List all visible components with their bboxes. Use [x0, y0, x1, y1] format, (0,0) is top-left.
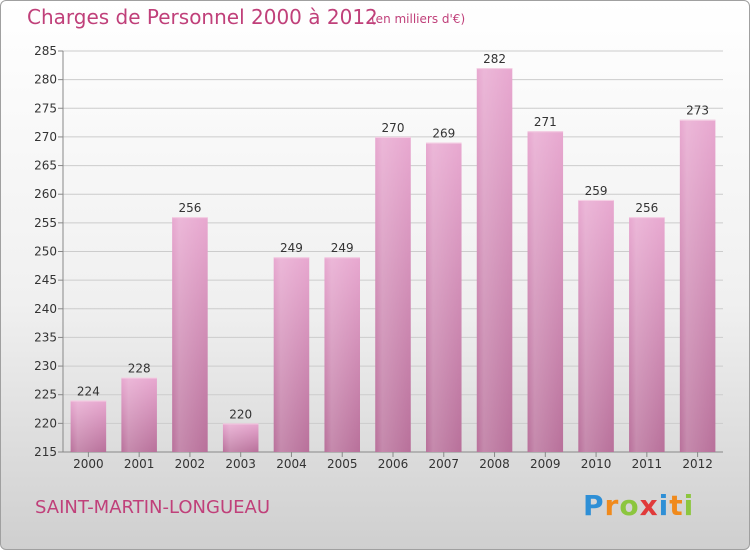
proxiti-logo: Proxiti [583, 489, 694, 522]
x-tick-label: 2011 [632, 457, 663, 471]
bar-value-label: 249 [331, 241, 354, 255]
y-tick-label: 275 [34, 101, 57, 115]
bar-highlight [629, 217, 665, 452]
y-tick-label: 225 [34, 388, 57, 402]
bar-highlight [324, 257, 360, 452]
logo-letter: r [604, 489, 620, 522]
x-tick-label: 2008 [479, 457, 510, 471]
x-tick-label: 2009 [530, 457, 561, 471]
logo-letter: t [669, 489, 684, 522]
x-tick-label: 2002 [175, 457, 206, 471]
y-tick-label: 230 [34, 359, 57, 373]
x-tick-label: 2000 [73, 457, 104, 471]
chart-subtitle: (en milliers d'€) [371, 12, 466, 26]
y-tick-label: 245 [34, 273, 57, 287]
x-tick-label: 2004 [276, 457, 307, 471]
y-tick-label: 215 [34, 445, 57, 459]
bar-value-label: 256 [178, 201, 201, 215]
bar-value-label: 270 [382, 121, 405, 135]
x-tick-label: 2006 [378, 457, 409, 471]
bar-value-label: 249 [280, 241, 303, 255]
bar-highlight [527, 131, 564, 452]
x-tick-label: 2007 [428, 457, 459, 471]
bar-value-label: 273 [686, 104, 709, 118]
bar-value-label: 220 [229, 407, 252, 421]
bar-highlight [476, 68, 513, 452]
y-tick-label: 240 [34, 302, 57, 316]
x-tick-label: 2003 [225, 457, 256, 471]
logo-letter: i [658, 489, 670, 522]
y-tick-label: 265 [34, 159, 57, 173]
logo-letter: i [683, 489, 695, 522]
y-tick-label: 235 [34, 330, 57, 344]
y-tick-label: 250 [34, 245, 57, 259]
bar-value-label: 224 [77, 384, 100, 398]
y-tick-label: 260 [34, 187, 57, 201]
logo-letter: o [619, 489, 640, 522]
bar-value-label: 259 [585, 184, 608, 198]
y-tick-label: 220 [34, 416, 57, 430]
bar-highlight [578, 199, 614, 452]
y-tick-label: 270 [34, 130, 57, 144]
bar-highlight [273, 257, 310, 452]
bar-value-label: 282 [483, 52, 506, 66]
y-tick-label: 280 [34, 73, 57, 87]
y-tick-label: 285 [34, 44, 57, 58]
logo-letter: x [639, 489, 659, 522]
chart-title: Charges de Personnel 2000 à 2012 [27, 5, 378, 29]
x-tick-label: 2012 [682, 457, 713, 471]
location-name: SAINT-MARTIN-LONGUEAU [35, 497, 270, 518]
bar-highlight [375, 136, 411, 452]
logo-letter: P [583, 489, 605, 522]
x-tick-label: 2005 [327, 457, 358, 471]
y-tick-label: 255 [34, 216, 57, 230]
bar-highlight [679, 119, 716, 452]
bar-value-label: 228 [128, 362, 151, 376]
bar-highlight [172, 217, 208, 452]
bar-value-label: 256 [635, 201, 658, 215]
bar-highlight [70, 400, 107, 452]
bar-value-label: 271 [534, 115, 557, 129]
bar-highlight [222, 423, 259, 452]
x-tick-label: 2001 [124, 457, 155, 471]
bar-value-label: 269 [432, 127, 455, 141]
bar-highlight [121, 377, 157, 452]
bar-highlight [426, 142, 462, 452]
x-tick-label: 2010 [581, 457, 612, 471]
